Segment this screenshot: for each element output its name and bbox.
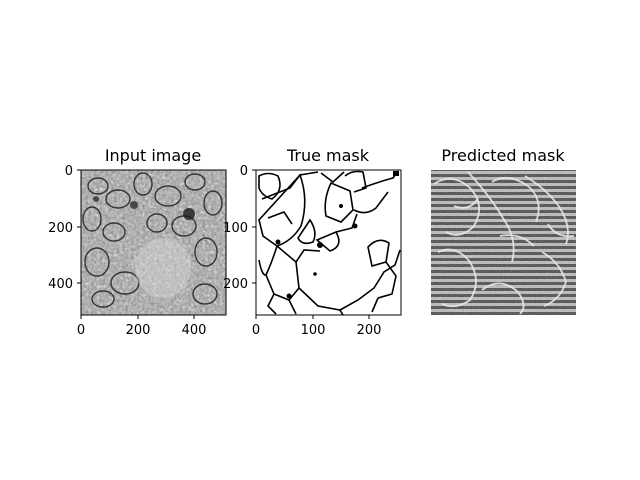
input-ytick-1: 200 xyxy=(48,221,73,236)
true-xtick-1: 100 xyxy=(301,323,326,338)
input-xtick-1: 200 xyxy=(126,323,151,338)
true-ytick-1: 100 xyxy=(223,221,248,236)
true-mask-frame xyxy=(255,169,402,316)
true-ytick-0: 0 xyxy=(240,164,248,179)
true-xtick-2: 200 xyxy=(357,323,382,338)
true-mask-panel: True mask xyxy=(223,146,402,338)
predicted-mask-panel: Predicted mask xyxy=(431,146,576,315)
input-image-frame xyxy=(80,169,227,316)
predicted-mask-image xyxy=(431,170,576,315)
true-ytick-2: 200 xyxy=(223,277,248,292)
input-image-panel: Input image xyxy=(48,146,227,338)
true-mask-title: True mask xyxy=(286,146,370,165)
input-xtick-2: 400 xyxy=(182,323,207,338)
input-ytick-2: 400 xyxy=(48,277,73,292)
input-ytick-0: 0 xyxy=(65,164,73,179)
predicted-mask-title: Predicted mask xyxy=(441,146,565,165)
input-image xyxy=(81,170,226,315)
true-xtick-0: 0 xyxy=(252,323,260,338)
input-xtick-0: 0 xyxy=(77,323,85,338)
true-mask-image xyxy=(256,170,401,315)
input-image-title: Input image xyxy=(105,146,201,165)
